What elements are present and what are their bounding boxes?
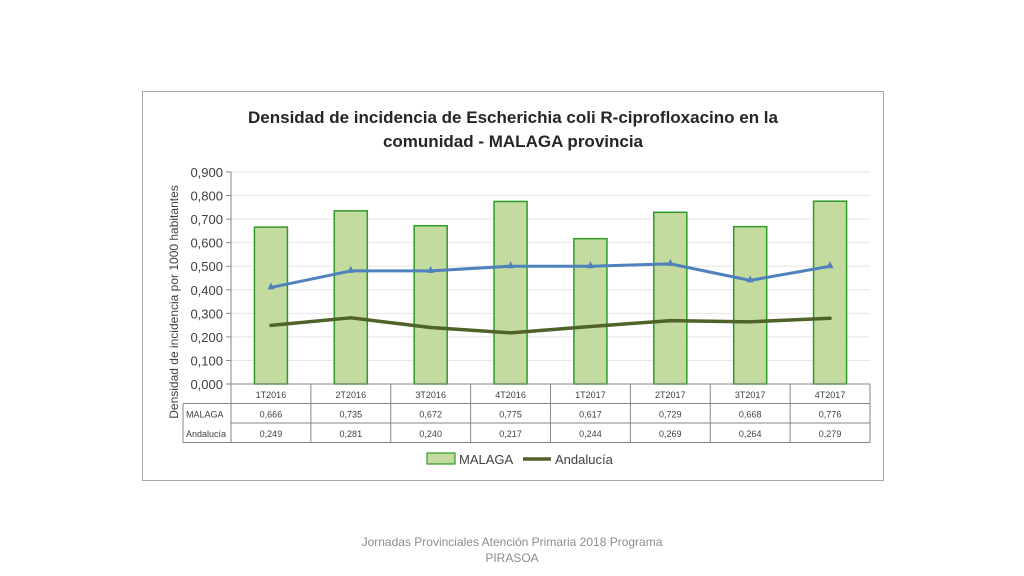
- x-tick-label: 2T2017: [655, 390, 686, 400]
- unnamed-series-point: [267, 282, 275, 290]
- bar-malaga: [653, 211, 688, 385]
- chart-title: Densidad de incidencia de Escherichia co…: [143, 106, 883, 154]
- y-tick-label: 0,400: [190, 283, 223, 298]
- x-tick-label: 2T2016: [336, 390, 367, 400]
- x-tick-label: 4T2017: [815, 390, 846, 400]
- data-label: 0,672: [419, 410, 442, 420]
- data-label: 0,666: [260, 410, 283, 420]
- unnamed-series-line: [269, 262, 832, 289]
- x-tick-label: 3T2016: [415, 390, 446, 400]
- bar-malaga: [413, 224, 448, 385]
- data-label: 0,281: [340, 429, 363, 439]
- x-tick-label: 1T2017: [575, 390, 606, 400]
- data-table-row-name: MALAGA: [186, 410, 224, 420]
- bar-malaga: [333, 210, 369, 385]
- chart-title-line-1: Densidad de incidencia de Escherichia co…: [248, 108, 778, 127]
- legend-swatch-malaga: [426, 452, 456, 465]
- data-label: 0,264: [739, 429, 762, 439]
- y-tick-label: 0,300: [190, 306, 223, 321]
- y-tick-label: 0,700: [190, 212, 223, 227]
- data-label: 0,269: [659, 429, 682, 439]
- data-label: 0,249: [260, 429, 283, 439]
- legend-label-andalucia: Andalucía: [555, 452, 614, 467]
- unnamed-series-point: [826, 261, 834, 269]
- data-label: 0,617: [579, 410, 602, 420]
- y-tick-label: 0,200: [190, 330, 223, 345]
- data-table-row-name: Andalucía: [186, 429, 226, 439]
- data-label: 0,775: [499, 410, 522, 420]
- y-tick-label: 0,500: [190, 259, 223, 274]
- unnamed-series-point: [507, 261, 515, 269]
- data-label: 0,217: [499, 429, 522, 439]
- x-tick-label: 1T2016: [256, 390, 287, 400]
- y-tick-label: 0,100: [190, 353, 223, 368]
- data-label: 0,240: [419, 429, 442, 439]
- data-label: 0,279: [819, 429, 842, 439]
- chart-plot: 0,000 0,100 0,200 0,300 0,400 0,500 0,600 0,700…: [167, 165, 871, 467]
- bar-malaga: [812, 200, 848, 385]
- data-label: 0,776: [819, 410, 842, 420]
- bar-malaga: [732, 225, 768, 385]
- chart-title-line-2: comunidad - MALAGA provincia: [382, 132, 644, 151]
- bar-malaga: [253, 226, 289, 385]
- legend-label-malaga: MALAGA: [459, 452, 514, 467]
- y-tick-label: 0,900: [190, 165, 223, 180]
- footer-text: Jornadas Provinciales Atención Primaria …: [361, 535, 663, 565]
- bar-malaga: [493, 200, 528, 385]
- x-tick-label: 4T2016: [495, 390, 526, 400]
- unnamed-series-point: [746, 275, 754, 283]
- unnamed-series-point: [666, 258, 674, 266]
- unnamed-series-point: [427, 265, 435, 273]
- unnamed-series-point: [586, 261, 594, 269]
- y-tick-label: 0,000: [190, 377, 223, 392]
- data-label: 0,244: [579, 429, 602, 439]
- data-label: 0,729: [659, 410, 682, 420]
- data-label: 0,668: [739, 410, 762, 420]
- y-tick-label: 0,600: [190, 236, 223, 251]
- y-axis-title: Densidad de incidencia por 1000 habitant…: [167, 185, 181, 419]
- chart-area: Densidad de incidencia de Escherichia co…: [142, 91, 884, 481]
- unnamed-series-point: [347, 265, 355, 273]
- y-tick-label: 0,800: [190, 189, 223, 204]
- line-andalucia: [269, 316, 832, 335]
- data-label: 0,735: [340, 410, 363, 420]
- bar-malaga: [573, 237, 608, 385]
- x-tick-label: 3T2017: [735, 390, 766, 400]
